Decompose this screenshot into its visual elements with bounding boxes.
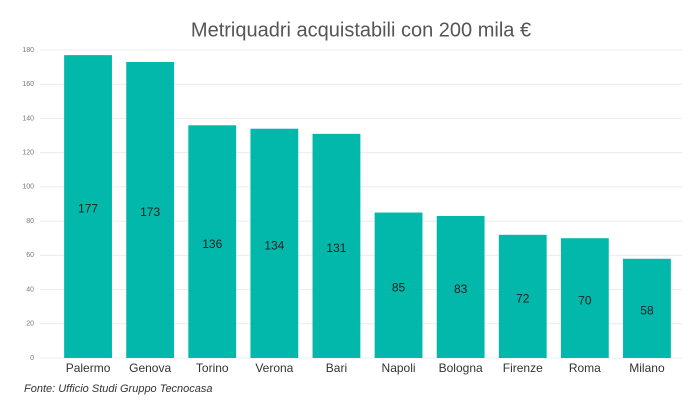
y-tick-label: 140 <box>22 115 34 122</box>
data-label: 136 <box>202 237 222 251</box>
bar <box>312 133 361 358</box>
x-tick-label: Firenze <box>503 361 543 375</box>
y-tick-label: 100 <box>22 184 34 191</box>
bar <box>64 55 112 359</box>
y-tick-label: 60 <box>26 252 34 259</box>
bar <box>188 125 237 359</box>
bar <box>250 128 299 358</box>
bar <box>126 61 175 358</box>
data-label: 134 <box>264 239 284 253</box>
x-tick-label: Napoli <box>382 361 416 375</box>
x-tick-label: Palermo <box>66 361 111 375</box>
data-label: 58 <box>640 304 654 318</box>
y-tick-label: 40 <box>26 286 34 293</box>
x-tick-label: Verona <box>255 361 293 375</box>
data-label: 173 <box>140 205 160 219</box>
chart-title: Metriquadri acquistabili con 200 mila € <box>191 19 531 41</box>
x-tick-label: Roma <box>569 361 601 375</box>
y-tick-label: 120 <box>22 150 34 157</box>
x-tick-label: Torino <box>196 361 229 375</box>
bar <box>498 234 547 358</box>
x-tick-label: Milano <box>629 361 665 375</box>
y-tick-label: 0 <box>30 355 34 362</box>
x-tick-label: Bari <box>326 361 347 375</box>
y-tick-label: 20 <box>26 321 34 328</box>
y-tick-label: 180 <box>22 47 34 54</box>
data-label: 70 <box>578 293 592 307</box>
x-tick-label: Bologna <box>439 361 483 375</box>
bar <box>374 212 423 358</box>
bar <box>560 238 609 358</box>
bar <box>623 258 671 358</box>
bar <box>436 215 485 358</box>
data-label: 85 <box>392 280 406 294</box>
data-label: 83 <box>454 282 468 296</box>
data-label: 177 <box>78 202 98 216</box>
data-label: 72 <box>516 292 530 306</box>
x-tick-label: Genova <box>129 361 171 375</box>
y-tick-label: 160 <box>22 81 34 88</box>
y-tick-label: 80 <box>26 218 34 225</box>
source-note: Fonte: Ufficio Studi Gruppo Tecnocasa <box>24 383 213 395</box>
data-label: 131 <box>326 241 346 255</box>
